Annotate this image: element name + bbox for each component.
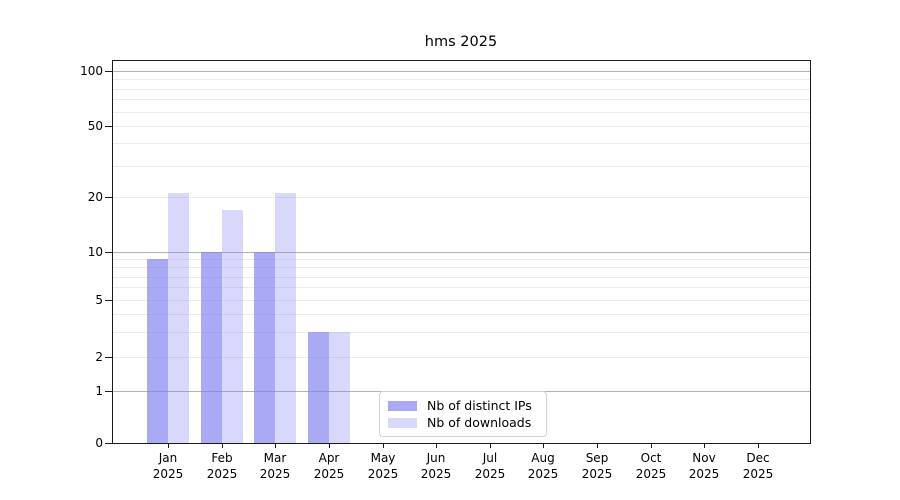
y-tick-mark-0 xyxy=(105,443,112,444)
y-tick-label-0: 0 xyxy=(95,436,103,450)
legend-label-distinct-ips: Nb of distinct IPs xyxy=(427,398,532,413)
gridline-minor-90 xyxy=(113,79,810,80)
x-tick-label-dec: Dec 2025 xyxy=(742,451,774,481)
x-tick-label-jul: Jul 2025 xyxy=(474,451,506,481)
y-tick-mark-5 xyxy=(105,300,112,301)
bar-feb-downloads xyxy=(222,210,243,443)
bar-mar-distinct-ips xyxy=(254,252,275,443)
y-tick-label-2: 2 xyxy=(95,350,103,364)
gridline-minor-50 xyxy=(113,126,810,127)
gridline-minor-30 xyxy=(113,166,810,167)
x-tick-label-nov: Nov 2025 xyxy=(688,451,720,481)
x-tick-mark-jan xyxy=(168,443,169,448)
gridline-minor-2 xyxy=(113,357,810,358)
x-tick-mark-may xyxy=(383,443,384,448)
x-tick-mark-aug xyxy=(543,443,544,448)
x-tick-label-mar: Mar 2025 xyxy=(259,451,291,481)
gridline-minor-9 xyxy=(113,259,810,260)
gridline-major-100 xyxy=(113,71,810,72)
bar-mar-downloads xyxy=(275,193,296,443)
gridline-minor-20 xyxy=(113,197,810,198)
y-tick-mark-100 xyxy=(105,71,112,72)
x-tick-label-jun: Jun 2025 xyxy=(420,451,452,481)
legend: Nb of distinct IPs Nb of downloads xyxy=(379,391,547,437)
x-tick-mark-oct xyxy=(651,443,652,448)
gridline-minor-40 xyxy=(113,143,810,144)
gridline-minor-7 xyxy=(113,277,810,278)
x-tick-mark-jun xyxy=(436,443,437,448)
y-tick-label-1: 1 xyxy=(95,384,103,398)
plot-area: Nb of distinct IPs Nb of downloads 0 1 2 5 1… xyxy=(80,60,811,481)
y-tick-mark-1 xyxy=(105,391,112,392)
y-tick-mark-2 xyxy=(105,357,112,358)
x-tick-label-aug: Aug 2025 xyxy=(527,451,559,481)
chart-title: hms 2025 xyxy=(424,34,498,50)
legend-swatch-distinct-ips xyxy=(388,400,417,411)
legend-item-distinct-ips: Nb of distinct IPs xyxy=(388,398,538,413)
x-tick-mark-feb xyxy=(222,443,223,448)
x-tick-label-jan: Jan 2025 xyxy=(152,451,184,481)
y-tick-mark-20 xyxy=(105,197,112,198)
bar-jan-downloads xyxy=(168,193,189,443)
x-tick-mark-apr xyxy=(329,443,330,448)
gridline-minor-70 xyxy=(113,99,810,100)
bar-jan-distinct-ips xyxy=(147,259,168,443)
bar-apr-distinct-ips xyxy=(308,332,329,443)
x-tick-label-sep: Sep 2025 xyxy=(581,451,613,481)
legend-label-downloads: Nb of downloads xyxy=(427,415,532,430)
x-tick-mark-nov xyxy=(704,443,705,448)
gridline-minor-4 xyxy=(113,314,810,315)
legend-swatch-downloads xyxy=(388,417,417,428)
y-tick-label-100: 100 xyxy=(80,64,103,78)
gridline-minor-6 xyxy=(113,287,810,288)
x-tick-label-apr: Apr 2025 xyxy=(313,451,345,481)
x-tick-label-oct: Oct 2025 xyxy=(635,451,667,481)
y-tick-label-50: 50 xyxy=(87,119,103,133)
x-tick-label-feb: Feb 2025 xyxy=(206,451,238,481)
y-tick-label-5: 5 xyxy=(95,293,103,307)
x-tick-mark-mar xyxy=(275,443,276,448)
x-tick-mark-dec xyxy=(758,443,759,448)
bar-feb-distinct-ips xyxy=(201,252,222,443)
gridline-minor-5 xyxy=(113,300,810,301)
y-tick-label-10: 10 xyxy=(87,245,103,259)
y-tick-mark-50 xyxy=(105,126,112,127)
x-tick-mark-jul xyxy=(490,443,491,448)
gridline-major-10 xyxy=(113,252,810,253)
legend-item-downloads: Nb of downloads xyxy=(388,415,538,430)
x-tick-label-may: May 2025 xyxy=(367,451,399,481)
gridline-minor-80 xyxy=(113,89,810,90)
gridline-minor-3 xyxy=(113,332,810,333)
gridline-minor-60 xyxy=(113,112,810,113)
gridline-minor-8 xyxy=(113,267,810,268)
y-tick-label-20: 20 xyxy=(87,190,103,204)
y-tick-mark-10 xyxy=(105,252,112,253)
x-tick-mark-sep xyxy=(597,443,598,448)
bar-apr-downloads xyxy=(329,332,350,443)
